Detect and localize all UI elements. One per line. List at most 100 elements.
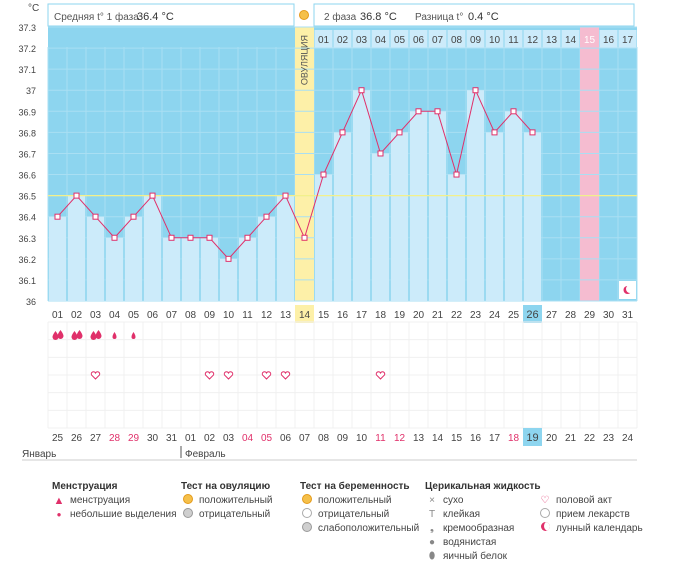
cycle-day-label: 28 (565, 310, 577, 321)
temperature-point (282, 192, 289, 199)
calendar-date-label: 24 (622, 433, 634, 444)
temperature-point (225, 255, 232, 262)
ovulation-label: ОВУЛЯЦИЯ (300, 35, 310, 85)
weak-positive-icon (302, 521, 312, 532)
phase2-day-label: 15 (584, 35, 596, 46)
cycle-day-label: 16 (337, 310, 349, 321)
temperature-bar (163, 237, 180, 301)
legend-menstruation-title: Менструация (52, 481, 118, 492)
calendar-date-label: 22 (584, 433, 596, 444)
y-tick-label: 36.4 (18, 213, 36, 223)
calendar-date-label: 30 (147, 433, 159, 444)
calendar-date-label: 01 (185, 433, 197, 444)
menstruation-drop-icon (76, 330, 83, 339)
calendar-date-label: 20 (546, 433, 558, 444)
cycle-day-label: 21 (432, 310, 444, 321)
temperature-bar (201, 237, 218, 301)
temperature-point (434, 108, 441, 115)
positive-test-icon (183, 493, 193, 504)
legend-item: слабоположительный (318, 523, 420, 534)
phase2-day-cell (599, 30, 618, 48)
cycle-day-label: 30 (603, 310, 615, 321)
temperature-point (301, 234, 308, 241)
phase2-day-cell (580, 30, 599, 48)
spotting-drop-icon (131, 332, 136, 339)
phase2-day-label: 17 (622, 35, 634, 46)
temperature-point (491, 129, 498, 136)
phase2-day-label: 16 (603, 35, 615, 46)
phase2-day-label: 04 (375, 35, 387, 46)
calendar-date-label: 12 (394, 433, 406, 444)
ovulation-sun-icon (299, 10, 309, 20)
cycle-day-label: 25 (508, 310, 520, 321)
legend-item: прием лекарств (556, 509, 630, 520)
temperature-bar (372, 153, 389, 301)
cycle-day-label: 02 (71, 310, 83, 321)
legend-pregnancy-test: Тест на беременность положительный отриц… (300, 480, 419, 536)
cycle-day-label: 09 (204, 310, 216, 321)
calendar-date-label: 07 (299, 433, 311, 444)
calendar-date-label: 16 (470, 433, 482, 444)
phase2-day-cell (314, 30, 333, 48)
month-label: Февраль (185, 449, 226, 460)
calendar-date-label: 10 (356, 433, 368, 444)
cycle-day-label: 23 (470, 310, 482, 321)
temperature-bar (486, 132, 503, 301)
dry-icon: × (429, 495, 435, 506)
calendar-date-label: 02 (204, 433, 216, 444)
legend-ovulation-title: Тест на овуляцию (181, 481, 271, 492)
phase1-label: Средняя t° 1 фаза (54, 11, 139, 23)
legend-cervical-title: Церикальная жидкость (425, 481, 541, 492)
sticky-icon: T (428, 509, 436, 520)
phase2-day-label: 13 (546, 35, 558, 46)
cycle-day-label: 14 (299, 310, 311, 321)
cycle-day-label: 31 (622, 310, 634, 321)
phase2-day-cell (447, 30, 466, 48)
temperature-point (339, 129, 346, 136)
y-tick-label: 37.2 (18, 44, 36, 54)
phase2-day-label: 11 (508, 35, 519, 46)
legend-ovulation-test: Тест на овуляцию положительный отрицател… (181, 480, 272, 522)
cycle-day-label: 01 (52, 310, 64, 321)
menstruation-drop-icon (95, 330, 102, 339)
temperature-bar (334, 132, 351, 301)
temperature-line (57, 88, 533, 260)
temperature-bar (239, 237, 256, 301)
y-tick-label: 36 (26, 297, 36, 307)
temperature-bar (68, 195, 85, 301)
y-tick-label: 36.1 (18, 276, 36, 286)
phase2-day-cell (390, 30, 409, 48)
legend-item: лунный календарь (556, 523, 643, 534)
calendar-date-label: 14 (432, 433, 444, 444)
phase2-day-label: 12 (527, 35, 539, 46)
cycle-day-label: 17 (356, 310, 368, 321)
phase2-day-cell (409, 30, 428, 48)
cycle-day-label: 10 (223, 310, 235, 321)
lunar-calendar-icon (626, 285, 634, 293)
calendar-date-label: 18 (508, 433, 520, 444)
temperature-bar (410, 111, 427, 301)
calendar-date-label: 05 (261, 433, 273, 444)
temperature-bar (182, 237, 199, 301)
cycle-day-label: 19 (394, 310, 406, 321)
temperature-point (111, 234, 118, 241)
phase2-label: 2 фаза (324, 11, 357, 23)
temperature-bar (220, 258, 237, 301)
phase1-box (47, 3, 295, 27)
phase2-day-cell (371, 30, 390, 48)
phase2-day-cell (485, 30, 504, 48)
cycle-day-label: 22 (451, 310, 463, 321)
cycle-day-label: 12 (261, 310, 273, 321)
phase2-day-label: 10 (489, 35, 501, 46)
y-tick-label: 36.2 (18, 255, 36, 265)
temperature-bar (144, 195, 161, 301)
y-tick-label: 37 (26, 86, 36, 96)
pink-column (580, 27, 599, 301)
temperature-bar (106, 237, 123, 301)
phase2-day-label: 06 (413, 35, 425, 46)
medication-icon (540, 507, 550, 518)
legend-item: сухо (443, 495, 464, 506)
calendar-date-label: 15 (451, 433, 463, 444)
temperature-bar (49, 216, 66, 301)
